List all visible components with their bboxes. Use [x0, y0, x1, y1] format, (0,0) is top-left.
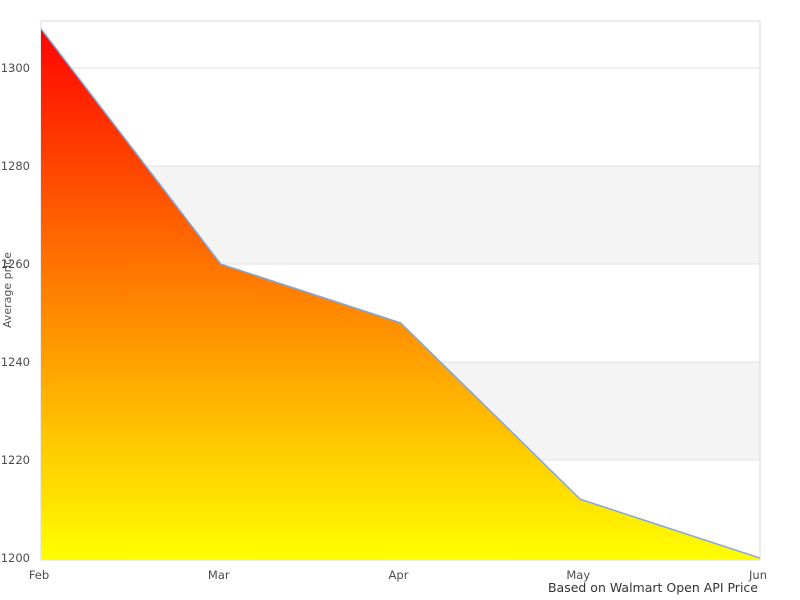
x-tick-label: Mar: [208, 568, 230, 582]
x-axis-tick-labels: Feb Mar Apr May Jun: [29, 568, 767, 582]
area-fill: [41, 28, 760, 560]
y-tick-label: 1240: [1, 355, 30, 369]
series-line: [40, 28, 761, 559]
y-tick-label: 1280: [1, 159, 30, 173]
y-axis-tick-labels: 1200 1220 1240 1260 1280 1300: [1, 61, 30, 565]
x-tick-label: Apr: [389, 568, 409, 582]
y-tick-label: 1300: [1, 61, 30, 75]
y-tick-label: 1220: [1, 453, 30, 467]
chart-source-caption: Based on Walmart Open API Price: [548, 580, 758, 595]
y-tick-label: 1200: [1, 551, 30, 565]
y-tick-label: 1260: [1, 257, 30, 271]
x-tick-label: Jun: [748, 568, 767, 582]
x-tick-label: May: [566, 568, 590, 582]
x-tick-label: Feb: [29, 568, 49, 582]
area-series: [40, 28, 761, 560]
y-axis-title: Average price: [1, 252, 14, 328]
